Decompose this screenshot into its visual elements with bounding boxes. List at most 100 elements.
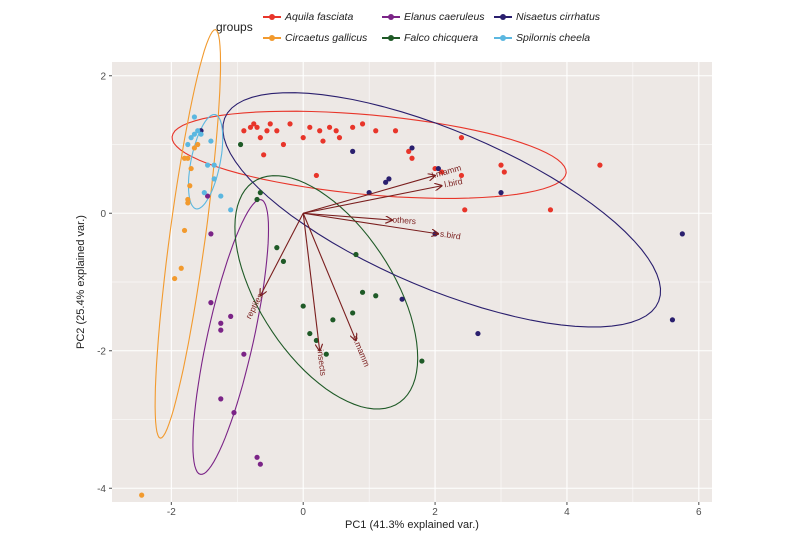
data-point: [254, 454, 260, 460]
data-point: [669, 317, 676, 323]
ellipse-aquila-fasciata: [171, 110, 567, 199]
data-point: [218, 396, 224, 402]
data-point: [330, 317, 336, 323]
data-point: [241, 351, 247, 357]
x-axis-title: PC1 (41.3% explained var.): [345, 519, 479, 531]
data-point: [336, 135, 343, 141]
data-point: [211, 176, 217, 182]
loading-arrow: [303, 212, 392, 220]
legend-label: Falco chicquera: [404, 32, 479, 44]
loading-label: l.bird: [443, 176, 463, 189]
data-point: [679, 231, 685, 237]
data-point: [185, 141, 191, 148]
x-tick-label: 2: [432, 507, 438, 518]
data-point: [359, 289, 366, 295]
y-tick-label: 2: [100, 71, 106, 82]
data-point: [241, 128, 247, 134]
data-point: [320, 138, 326, 144]
loading-label: s.bird: [439, 228, 461, 241]
legend-title: groups: [216, 20, 253, 34]
data-point: [254, 196, 260, 203]
data-point: [257, 461, 263, 467]
x-tick-label: -2: [167, 507, 176, 518]
data-point: [218, 320, 224, 326]
data-point: [406, 148, 412, 154]
data-point: [300, 303, 306, 309]
data-point: [274, 128, 280, 134]
data-point: [261, 152, 267, 158]
data-point: [326, 124, 333, 130]
data-point: [419, 358, 425, 364]
data-point: [251, 121, 257, 127]
loading-arrow: [302, 213, 319, 351]
data-point: [498, 162, 504, 168]
data-point: [280, 258, 287, 264]
data-point: [172, 275, 178, 282]
legend-label: Nisaetus cirrhatus: [516, 11, 601, 23]
data-point: [218, 327, 224, 333]
data-point: [280, 141, 287, 148]
data-point: [462, 207, 468, 213]
legend-label: Spilornis cheela: [516, 32, 591, 44]
data-point: [264, 128, 270, 134]
loading-arrow: [303, 212, 438, 234]
data-point: [195, 141, 201, 148]
data-points: [139, 114, 685, 498]
data-point: [317, 128, 323, 134]
data-point: [254, 124, 260, 130]
data-point: [350, 148, 356, 154]
data-point: [475, 330, 481, 337]
data-point: [188, 135, 194, 141]
legend-key: [381, 31, 401, 45]
data-point: [198, 131, 204, 137]
loading-arrow: [303, 175, 435, 214]
confidence-ellipses: [154, 28, 662, 475]
legend-item: Falco chicquera: [381, 31, 478, 45]
loading-arrow: [302, 213, 356, 340]
data-point: [257, 190, 263, 196]
data-point: [191, 131, 198, 137]
legend-item: Elanus caeruleus: [381, 10, 485, 24]
legend-key: [493, 10, 513, 24]
data-point: [409, 155, 415, 161]
data-point: [399, 296, 405, 302]
data-point: [300, 135, 306, 141]
loading-label: others: [392, 214, 416, 226]
legend-label: Circaetus gallicus: [285, 32, 368, 44]
data-point: [181, 227, 188, 234]
ellipse-circaetus-gallicus: [154, 28, 222, 439]
data-point: [373, 293, 379, 299]
legend-key: [381, 10, 401, 24]
data-point: [409, 145, 415, 151]
data-point: [373, 128, 379, 134]
legend-item: Nisaetus cirrhatus: [493, 10, 600, 24]
data-point: [187, 183, 193, 189]
data-point: [458, 172, 465, 179]
data-point: [313, 337, 319, 344]
data-point: [247, 124, 254, 130]
legend-label: Aquila fasciata: [285, 11, 354, 23]
data-point: [185, 200, 191, 206]
legend-label: Elanus caeruleus: [404, 11, 485, 23]
data-point: [201, 190, 207, 196]
data-point: [392, 128, 399, 134]
ellipse-spilornis-cheela: [187, 113, 224, 210]
data-point: [195, 128, 201, 134]
data-point: [359, 121, 366, 127]
data-point: [353, 251, 359, 258]
data-point: [211, 162, 217, 168]
x-tick-label: 4: [564, 507, 570, 518]
data-point: [208, 300, 214, 306]
data-point: [386, 176, 392, 182]
ellipse-nisaetus-cirrhatus: [222, 92, 662, 328]
data-point: [383, 179, 389, 185]
x-tick-label: 6: [696, 507, 702, 518]
data-point: [307, 124, 313, 130]
data-point: [218, 193, 224, 199]
y-tick-label: -4: [97, 484, 106, 495]
data-point: [439, 169, 445, 175]
axes: -2 0 2 4 6 -4 -2 0 2: [97, 71, 702, 518]
data-point: [139, 492, 145, 498]
loading-arrow: [303, 186, 441, 214]
